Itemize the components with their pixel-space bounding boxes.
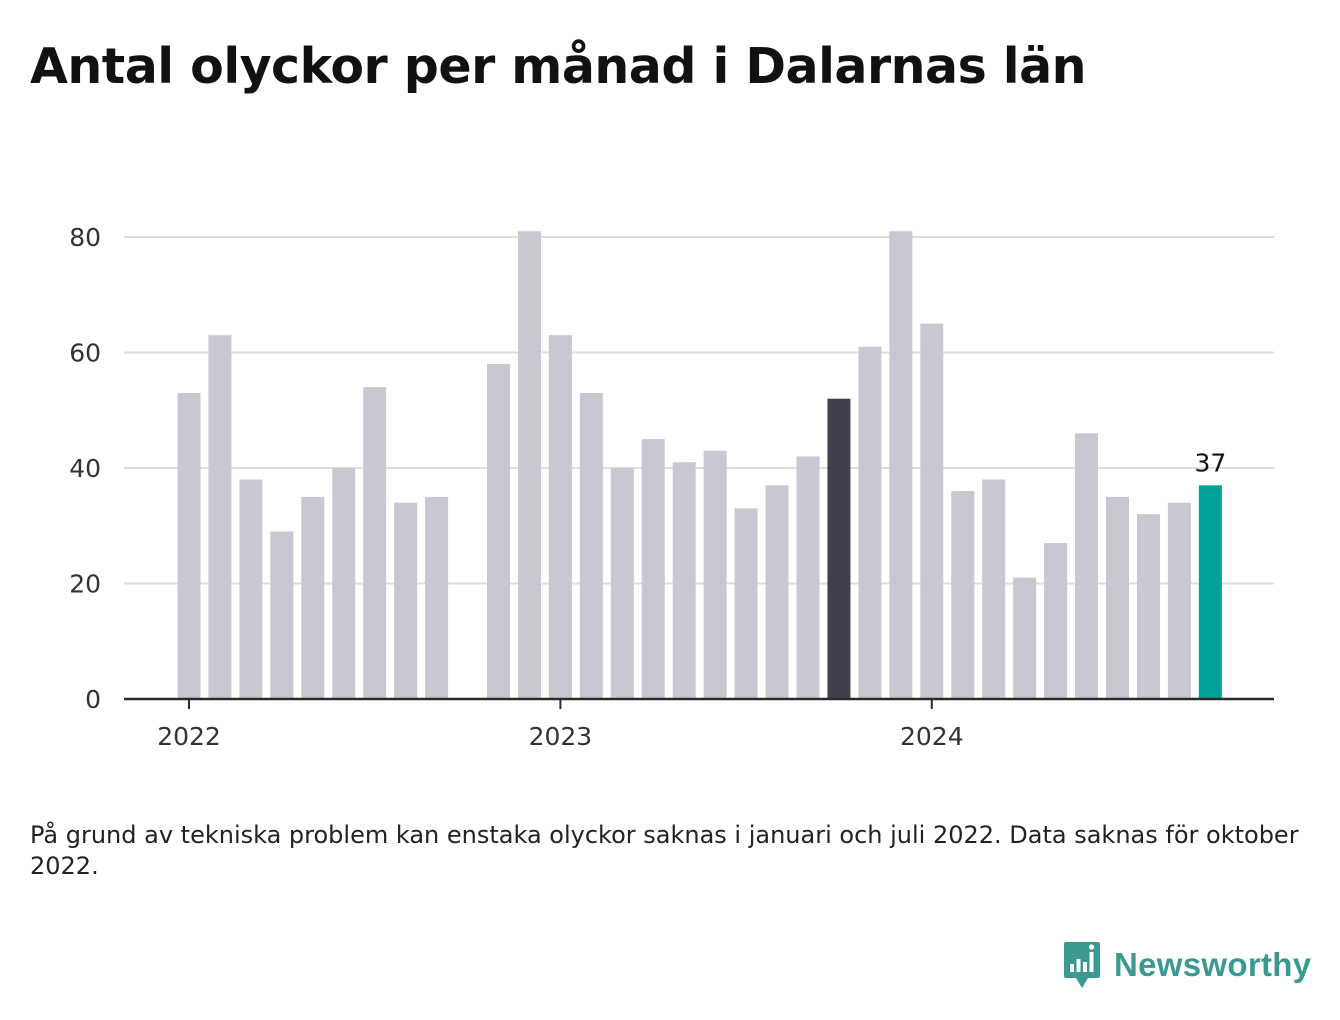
bar xyxy=(517,231,541,699)
newsworthy-logo-icon xyxy=(1064,942,1100,988)
bar xyxy=(1106,496,1129,699)
bar xyxy=(301,496,325,699)
page-title: Antal olyckor per månad i Dalarnas län xyxy=(30,38,1087,95)
y-axis-labels: 0 20 40 60 80 xyxy=(69,223,101,714)
x-axis: 2022 2023 2024 xyxy=(124,697,1274,751)
gridlines xyxy=(124,236,1274,585)
x-tick-label: 2022 xyxy=(157,722,221,751)
x-tick-label: 2024 xyxy=(900,722,964,751)
bar xyxy=(177,392,201,699)
bar xyxy=(951,491,975,699)
bar xyxy=(548,335,572,699)
bar xyxy=(1167,502,1191,699)
x-tick-label: 2023 xyxy=(529,722,593,751)
bar xyxy=(827,398,851,699)
footnote: På grund av tekniska problem kan enstaka… xyxy=(30,821,1299,880)
y-tick-label: 40 xyxy=(69,454,101,483)
y-tick-label: 20 xyxy=(69,570,101,599)
bar xyxy=(1013,577,1037,699)
bar xyxy=(332,468,356,699)
bar xyxy=(1136,514,1160,699)
bar xyxy=(765,485,789,699)
bar xyxy=(239,479,263,699)
brand-name: Newsworthy xyxy=(1114,946,1312,983)
bar xyxy=(703,450,727,699)
bar xyxy=(672,462,696,699)
brand-logo[interactable]: Newsworthy xyxy=(1062,940,1311,990)
bar xyxy=(487,364,510,699)
bar xyxy=(734,508,758,699)
bar-chart: 0 20 40 60 80 2022 2023 2024 37 xyxy=(69,223,1274,751)
bar xyxy=(641,439,665,699)
bar xyxy=(796,456,820,699)
bars xyxy=(177,231,1222,699)
bar xyxy=(610,468,634,699)
bar xyxy=(920,323,944,699)
y-tick-label: 0 xyxy=(85,685,101,714)
bar xyxy=(425,496,449,699)
y-tick-label: 80 xyxy=(69,223,101,252)
data-labels: 37 xyxy=(1194,448,1226,477)
bar xyxy=(363,387,387,699)
bar xyxy=(889,231,913,699)
y-tick-label: 60 xyxy=(69,339,101,368)
bar xyxy=(270,531,294,699)
bar xyxy=(858,346,882,699)
bar xyxy=(394,502,418,699)
bar xyxy=(579,392,603,699)
bar xyxy=(1198,485,1222,699)
bar xyxy=(208,335,232,699)
data-label: 37 xyxy=(1194,448,1226,477)
bar xyxy=(1075,433,1099,699)
bar xyxy=(1044,543,1068,699)
bar xyxy=(982,479,1006,699)
